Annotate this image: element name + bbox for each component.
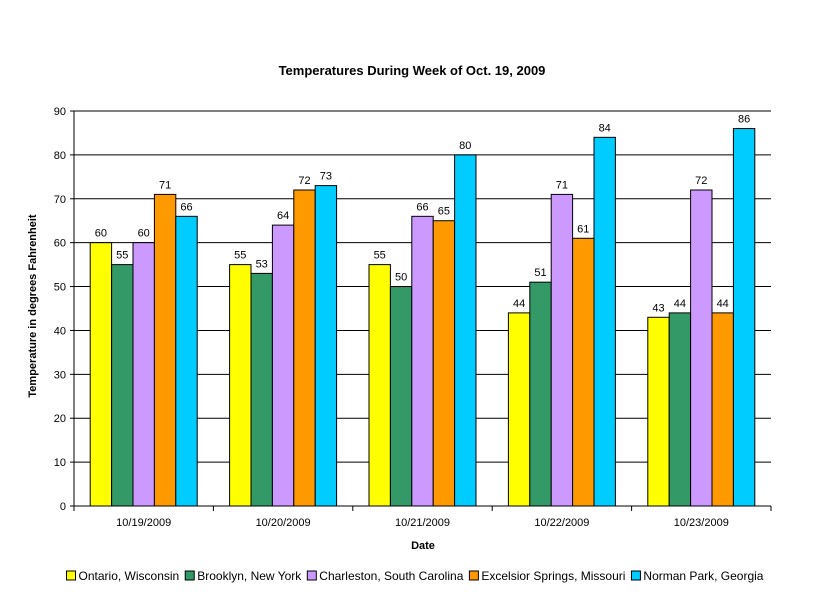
data-label: 66 bbox=[416, 201, 428, 213]
data-label: 64 bbox=[277, 210, 289, 222]
bar bbox=[732, 128, 756, 507]
legend-swatch bbox=[66, 570, 77, 581]
y-tick-label: 20 bbox=[54, 413, 66, 425]
bar bbox=[389, 286, 413, 507]
bar bbox=[411, 215, 434, 507]
data-label: 61 bbox=[577, 223, 589, 235]
x-axis-title: Date bbox=[411, 540, 435, 552]
legend-swatch bbox=[306, 570, 317, 581]
bar bbox=[507, 312, 531, 507]
y-tick-label: 70 bbox=[54, 194, 66, 206]
data-label: 71 bbox=[159, 179, 171, 191]
x-tick-label: 10/19/2009 bbox=[116, 517, 171, 529]
bar bbox=[668, 312, 692, 507]
y-tick-label: 90 bbox=[54, 106, 66, 118]
bar bbox=[132, 242, 155, 507]
bar bbox=[229, 264, 252, 507]
legend-label: Charleston, South Carolina bbox=[319, 569, 463, 583]
y-axis-title: Temperature in degrees Fahrenheit bbox=[27, 214, 39, 398]
bar bbox=[89, 242, 113, 507]
bar bbox=[271, 224, 295, 507]
y-tick-label: 0 bbox=[60, 501, 66, 513]
data-labels: 60 55 60 71 66 55 53 64 72 73 55 50 66 65 80 44 51 71 61 84… bbox=[95, 114, 750, 315]
legend-swatch bbox=[630, 570, 641, 581]
data-label: 71 bbox=[556, 179, 568, 191]
legend: Ontario, Wisconsin Brooklyn, New York Char… bbox=[66, 569, 764, 583]
data-label: 73 bbox=[320, 171, 332, 183]
data-label: 60 bbox=[95, 228, 107, 240]
data-label: 66 bbox=[180, 201, 192, 213]
bar bbox=[250, 272, 273, 507]
bar bbox=[314, 185, 338, 507]
data-label: 65 bbox=[438, 206, 450, 218]
data-label: 84 bbox=[599, 122, 611, 134]
y-tick-label: 30 bbox=[54, 369, 66, 381]
bar bbox=[529, 281, 552, 507]
legend-item: Ontario, Wisconsin bbox=[66, 569, 180, 583]
data-label: 43 bbox=[652, 302, 664, 314]
bar bbox=[647, 316, 670, 507]
bar bbox=[572, 237, 595, 507]
data-label: 86 bbox=[738, 114, 750, 126]
chart-title: Temperatures During Week of Oct. 19, 200… bbox=[279, 63, 546, 78]
legend-item: Charleston, South Carolina bbox=[306, 569, 464, 583]
data-label: 72 bbox=[695, 175, 707, 187]
data-label: 50 bbox=[395, 272, 407, 284]
legend-item: Excelsior Springs, Missouri bbox=[468, 569, 625, 583]
bar bbox=[690, 189, 713, 507]
bar bbox=[432, 220, 456, 507]
x-tick-label: 10/23/2009 bbox=[674, 517, 729, 529]
legend-label: Norman Park, Georgia bbox=[643, 569, 763, 583]
legend-label: Ontario, Wisconsin bbox=[79, 569, 180, 583]
data-label: 44 bbox=[717, 298, 729, 310]
y-tick-label: 10 bbox=[54, 457, 66, 469]
bar bbox=[111, 264, 134, 507]
data-label: 55 bbox=[116, 250, 128, 262]
data-label: 44 bbox=[674, 298, 686, 310]
data-label: 72 bbox=[298, 175, 310, 187]
x-tick-label: 10/21/2009 bbox=[395, 517, 450, 529]
bar bbox=[368, 264, 391, 507]
bar bbox=[550, 193, 574, 507]
data-label: 60 bbox=[138, 228, 150, 240]
bar bbox=[454, 154, 477, 507]
bar bbox=[711, 312, 734, 507]
legend-label: Excelsior Springs, Missouri bbox=[481, 569, 625, 583]
bar bbox=[593, 136, 616, 507]
data-label: 80 bbox=[459, 140, 471, 152]
y-tick-label: 80 bbox=[54, 150, 66, 162]
data-label: 51 bbox=[534, 267, 546, 279]
data-label: 44 bbox=[513, 298, 525, 310]
data-label: 55 bbox=[374, 250, 386, 262]
y-tick-label: 60 bbox=[54, 238, 66, 250]
legend-label: Brooklyn, New York bbox=[197, 569, 302, 583]
y-tick-label: 40 bbox=[54, 325, 66, 337]
legend-swatch bbox=[468, 570, 479, 581]
legend-swatch bbox=[184, 570, 195, 581]
data-label: 53 bbox=[256, 258, 268, 270]
data-label: 55 bbox=[234, 250, 246, 262]
bars bbox=[89, 128, 756, 507]
bar bbox=[153, 193, 177, 507]
y-tick-label: 50 bbox=[54, 282, 66, 294]
x-tick-label: 10/20/2009 bbox=[256, 517, 311, 529]
legend-item: Brooklyn, New York bbox=[184, 569, 302, 583]
axes: 0 10 20 30 40 50 60 70 80 90 10/19/2009 10/20/2009 1… bbox=[54, 106, 772, 529]
bar bbox=[175, 215, 198, 507]
legend-item: Norman Park, Georgia bbox=[630, 569, 764, 583]
bar bbox=[293, 189, 316, 507]
x-tick-label: 10/22/2009 bbox=[534, 517, 589, 529]
